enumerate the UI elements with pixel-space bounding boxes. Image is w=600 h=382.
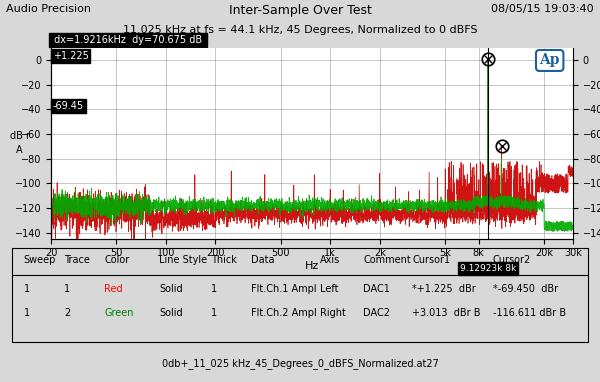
Text: Solid: Solid <box>159 284 182 294</box>
Text: Cursor2: Cursor2 <box>493 255 531 265</box>
Text: Flt.Ch.2 Ampl: Flt.Ch.2 Ampl <box>251 308 317 319</box>
X-axis label: Hz: Hz <box>305 261 319 271</box>
Text: DAC1: DAC1 <box>364 284 390 294</box>
Text: 2: 2 <box>64 308 70 319</box>
Text: 08/05/15 19:03:40: 08/05/15 19:03:40 <box>491 4 594 14</box>
Text: -69.45: -69.45 <box>53 101 83 111</box>
Text: Left: Left <box>320 284 338 294</box>
Text: +3.013  dBr B: +3.013 dBr B <box>412 308 481 319</box>
Text: *-69.450  dBr: *-69.450 dBr <box>493 284 558 294</box>
Text: Flt.Ch.1 Ampl: Flt.Ch.1 Ampl <box>251 284 317 294</box>
Text: DAC2: DAC2 <box>364 308 391 319</box>
Text: Solid: Solid <box>159 308 182 319</box>
Text: Cursor1: Cursor1 <box>412 255 451 265</box>
Text: Color: Color <box>104 255 130 265</box>
Text: Comment: Comment <box>364 255 411 265</box>
Text: dB r
A: dB r A <box>10 131 29 155</box>
Text: Trace: Trace <box>64 255 90 265</box>
Text: *+1.225  dBr: *+1.225 dBr <box>412 284 476 294</box>
Text: Line Style: Line Style <box>159 255 207 265</box>
Text: Audio Precision: Audio Precision <box>6 4 91 14</box>
Text: Right: Right <box>320 308 346 319</box>
Text: Sweep: Sweep <box>23 255 56 265</box>
Text: 1: 1 <box>23 308 29 319</box>
Text: Red: Red <box>104 284 123 294</box>
Text: Ap: Ap <box>539 53 560 68</box>
Text: 1: 1 <box>211 284 217 294</box>
Text: 0db+_11_025 kHz_45_Degrees_0_dBFS_Normalized.at27: 0db+_11_025 kHz_45_Degrees_0_dBFS_Normal… <box>161 358 439 369</box>
Text: -116.611 dBr B: -116.611 dBr B <box>493 308 566 319</box>
Text: 11.025 kHz at fs = 44.1 kHz, 45 Degrees, Normalized to 0 dBFS: 11.025 kHz at fs = 44.1 kHz, 45 Degrees,… <box>123 25 477 35</box>
Text: Green: Green <box>104 308 134 319</box>
Text: Thick: Thick <box>211 255 236 265</box>
Text: Axis: Axis <box>320 255 340 265</box>
Text: +1.225: +1.225 <box>53 50 88 61</box>
Text: 1: 1 <box>64 284 70 294</box>
Text: 1: 1 <box>23 284 29 294</box>
Text: dy=70.675 dB: dy=70.675 dB <box>129 36 205 45</box>
Text: 1: 1 <box>211 308 217 319</box>
Text: Data: Data <box>251 255 275 265</box>
Text: dx=1.9216kHz: dx=1.9216kHz <box>51 36 129 45</box>
Text: Inter-Sample Over Test: Inter-Sample Over Test <box>229 4 371 17</box>
Text: 9.12923k 8k: 9.12923k 8k <box>460 264 516 273</box>
